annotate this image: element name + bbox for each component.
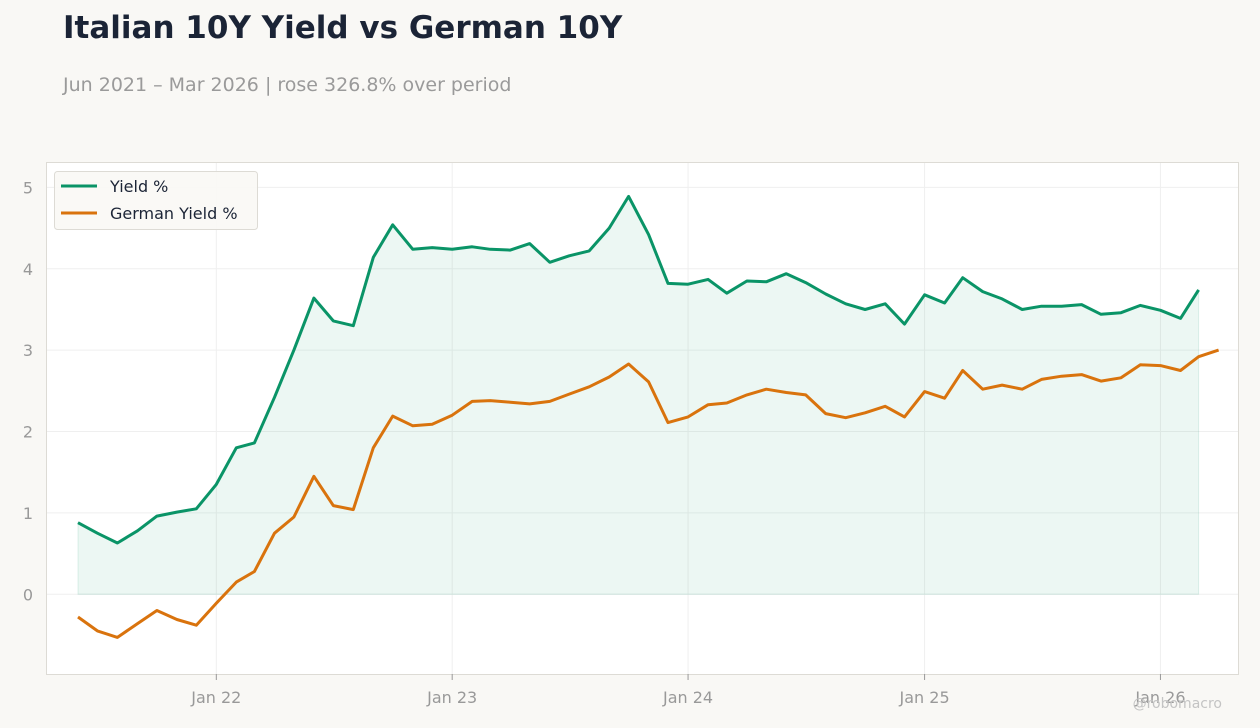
page-title: Italian 10Y Yield vs German 10Y [63,10,623,46]
legend-box [54,171,258,230]
german-yield-line [77,348,1220,639]
x-tick-label: Jan 26 [1134,688,1185,707]
italy-yield-line [77,194,1200,545]
legend-label-germany: German Yield % [110,204,238,223]
watermark: @robomacro [1132,696,1222,712]
y-axis: 0 1 2 3 4 5 [23,178,33,604]
x-axis: Jan 22 Jan 23 Jan 24 Jan 25 Jan 26 [190,674,1186,707]
y-tick-label: 0 [23,585,33,604]
y-tick-label: 5 [23,178,33,197]
y-tick-label: 4 [23,260,33,279]
x-tick-label: Jan 22 [190,688,241,707]
legend: Yield % German Yield % [54,171,258,230]
x-tick-label: Jan 25 [899,688,950,707]
x-tick-label: Jan 23 [426,688,477,707]
page-subtitle: Jun 2021 – Mar 2026 | rose 326.8% over p… [63,74,512,96]
lines-layer [77,194,1220,639]
grid [47,163,1238,674]
plot-area [46,162,1239,675]
y-tick-label: 3 [23,341,33,360]
y-tick-label: 2 [23,423,33,442]
y-tick-label: 1 [23,504,33,523]
legend-label-italy: Yield % [109,177,168,196]
x-tick-label: Jan 24 [662,688,713,707]
